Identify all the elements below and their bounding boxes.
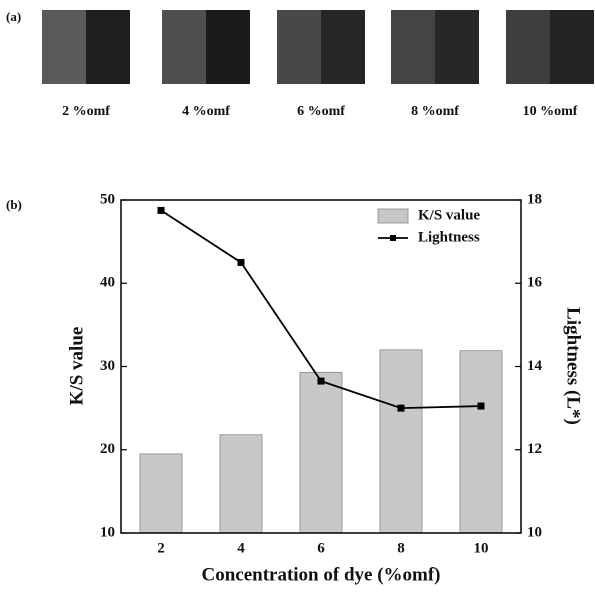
- bar: [379, 349, 423, 534]
- swatch-label: 4 %omf: [182, 104, 230, 119]
- y-axis-title: K/S value: [66, 327, 87, 406]
- bar: [459, 350, 503, 534]
- marker: [397, 404, 405, 412]
- y2-tick-label: 10: [527, 524, 542, 540]
- panel-label: (a): [6, 9, 21, 24]
- swatch-label: 6 %omf: [297, 104, 345, 119]
- x-tick-label: 4: [237, 540, 245, 556]
- y2-tick-label: 14: [527, 358, 543, 374]
- swatch-dark: [86, 10, 130, 84]
- y-tick-label: 10: [100, 524, 115, 540]
- swatch-light: [506, 10, 550, 84]
- y-tick-label: 20: [100, 441, 115, 457]
- y2-tick-label: 12: [527, 441, 542, 457]
- y2-tick-label: 16: [527, 275, 543, 291]
- bar: [299, 371, 343, 534]
- marker: [237, 258, 245, 266]
- marker: [477, 402, 485, 410]
- marker: [317, 377, 325, 385]
- panel-label: (b): [6, 197, 22, 212]
- swatch-light: [42, 10, 86, 84]
- y2-tick-label: 18: [527, 191, 542, 207]
- legend-label: Lightness: [418, 229, 480, 245]
- x-tick-label: 8: [397, 540, 405, 556]
- y-tick-label: 30: [100, 358, 115, 374]
- swatch-dark: [550, 10, 594, 84]
- y-tick-label: 40: [100, 275, 115, 291]
- legend-marker: [390, 235, 396, 241]
- swatch-label: 8 %omf: [411, 104, 459, 119]
- swatch-light: [162, 10, 206, 84]
- swatch-dark: [321, 10, 365, 84]
- x-tick-label: 6: [317, 540, 325, 556]
- bar: [139, 453, 183, 534]
- legend-label: K/S value: [418, 207, 480, 223]
- x-tick-label: 10: [474, 540, 489, 556]
- y-tick-label: 50: [100, 191, 115, 207]
- swatch-light: [277, 10, 321, 84]
- marker: [157, 206, 165, 214]
- y2-axis-title: Lightness (L*): [563, 307, 584, 425]
- swatch-dark: [435, 10, 479, 84]
- swatch-label: 2 %omf: [62, 104, 110, 119]
- swatch-label: 10 %omf: [523, 104, 578, 119]
- legend-swatch: [377, 208, 409, 224]
- bar: [219, 434, 263, 534]
- swatch-dark: [206, 10, 250, 84]
- x-axis-title: Concentration of dye (%omf): [201, 564, 440, 585]
- swatch-light: [391, 10, 435, 84]
- plot-frame: [120, 199, 522, 534]
- x-tick-label: 2: [157, 540, 165, 556]
